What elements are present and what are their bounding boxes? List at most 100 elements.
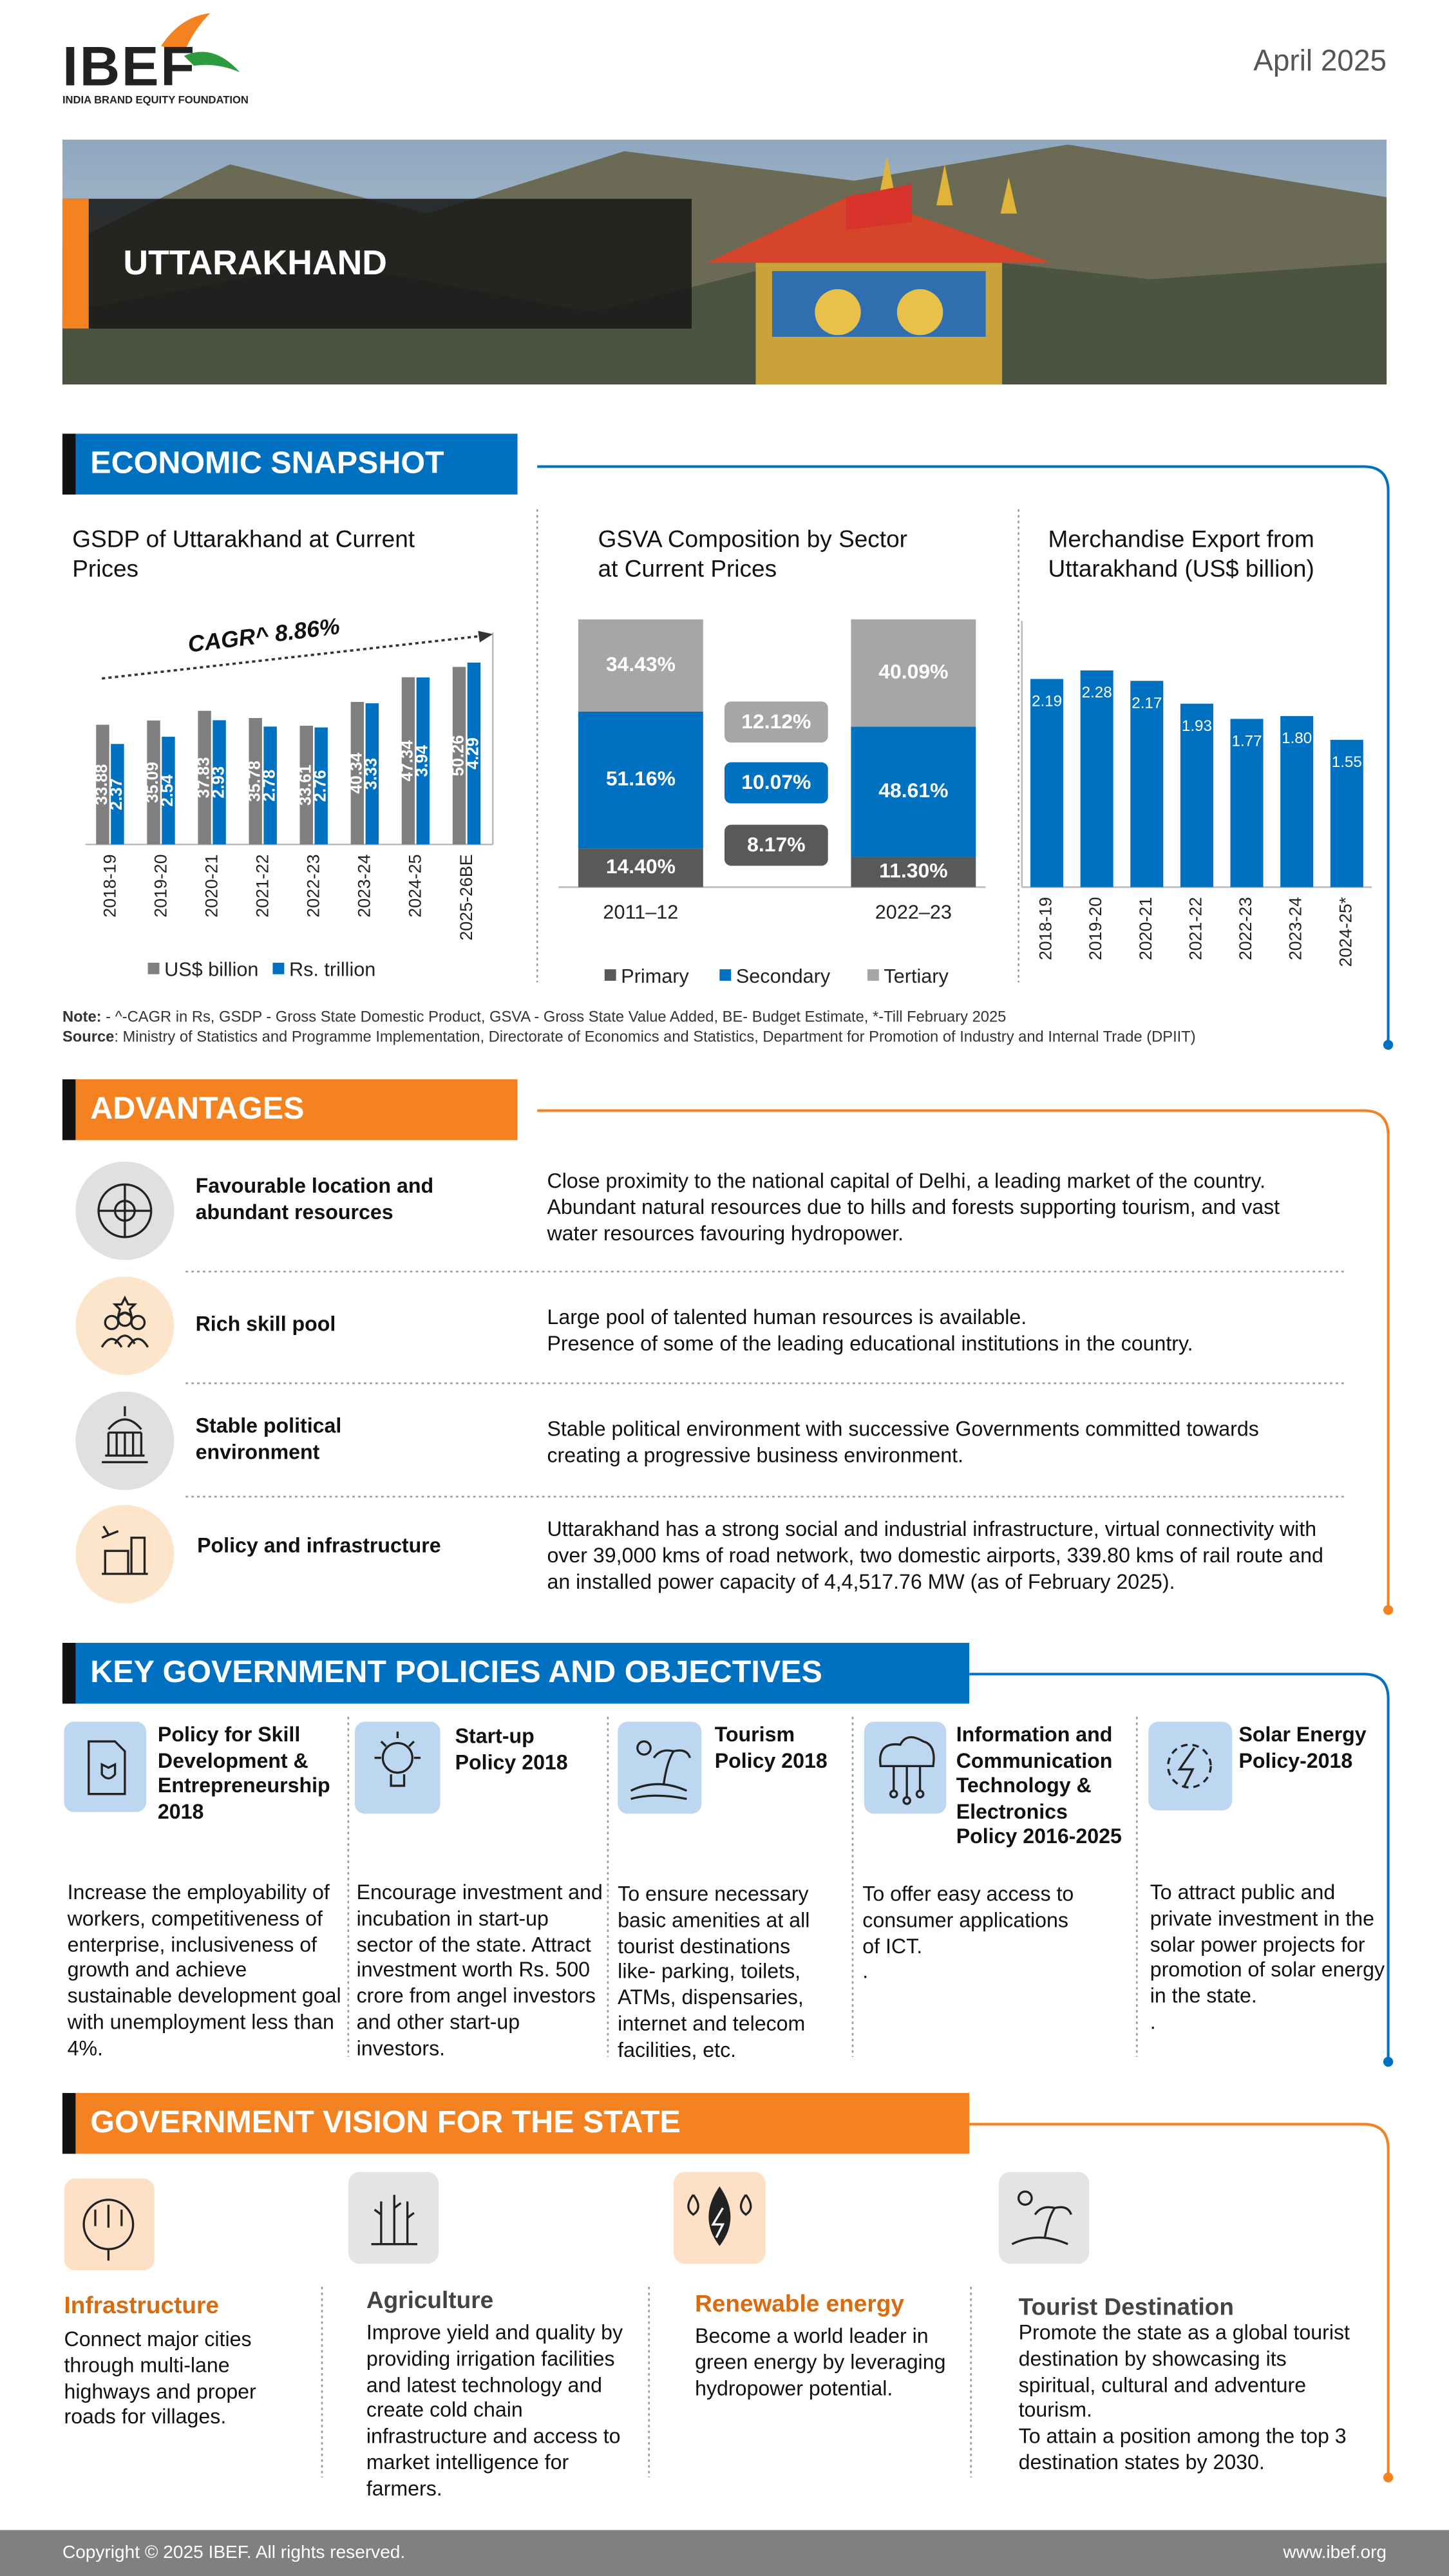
data-label: 35.78 xyxy=(245,761,263,802)
data-label: 3.94 xyxy=(413,744,431,777)
legend-swatch xyxy=(867,969,879,981)
data-label: 50.26 xyxy=(450,735,468,776)
legend-label: US$ billion xyxy=(164,959,258,981)
policy-title: Solar Energy Policy-2018 xyxy=(1238,1723,1367,1772)
data-label: 34.43% xyxy=(606,652,676,676)
bar xyxy=(249,717,262,845)
policy-text: Encourage investment and incubation in s… xyxy=(356,1880,603,2060)
growth-label: 8.17% xyxy=(747,833,805,856)
source: Source: Ministry of Statistics and Progr… xyxy=(62,1028,1393,1048)
bar xyxy=(147,720,160,845)
bar xyxy=(314,727,328,845)
note: Note: - ^-CAGR in Rs, GSDP - Gross State… xyxy=(62,1009,1377,1028)
legend-swatch xyxy=(272,962,285,974)
bar-segment xyxy=(851,619,976,727)
policy-text: To attract public and private investment… xyxy=(1150,1880,1385,2034)
advantage-text: Close proximity to the national capital … xyxy=(547,1170,1280,1245)
x-tick-label: 2018-19 xyxy=(1036,897,1056,960)
bar xyxy=(401,677,415,845)
x-tick-label: 2019-20 xyxy=(1086,897,1105,960)
connector-dot xyxy=(1383,1605,1394,1615)
cagr-arrow xyxy=(101,634,484,680)
data-label: 2.76 xyxy=(311,770,329,802)
annotation: CAGR^ 8.86% xyxy=(186,613,341,658)
x-tick-label: 2025-26BE xyxy=(457,855,476,941)
vision-title: Renewable energy xyxy=(695,2291,904,2318)
policy-icons xyxy=(64,1721,1233,1814)
chart-title: Merchandise Export from Uttarakhand (US$… xyxy=(1048,527,1314,583)
data-label: 2.78 xyxy=(260,770,278,802)
bar xyxy=(111,744,124,845)
policy-text: To ensure necessary basic amenities at a… xyxy=(618,1882,810,2061)
growth-label: 10.07% xyxy=(741,770,811,793)
data-label: 33.88 xyxy=(93,764,111,805)
logo-mark xyxy=(161,13,240,73)
connector-dot xyxy=(1383,2472,1394,2483)
title-accent xyxy=(62,198,89,329)
data-label: 11.30% xyxy=(879,858,947,882)
growth-box xyxy=(724,824,828,866)
advantage-icons xyxy=(75,1161,175,1604)
data-label: 40.34 xyxy=(348,752,366,794)
legend-label: Tertiary xyxy=(884,965,949,987)
data-label: 35.09 xyxy=(144,762,162,803)
data-label: 48.61% xyxy=(878,779,948,802)
section-heading: GOVERNMENT VISION FOR THE STATE xyxy=(62,2093,970,2154)
vision-title: Agriculture xyxy=(366,2288,494,2315)
x-tick-label: 2024-25 xyxy=(406,855,425,918)
separators xyxy=(185,509,1344,2477)
copyright: Copyright © 2025 IBEF. All rights reserv… xyxy=(62,2543,406,2563)
vision-text: Promote the state as a global tourist de… xyxy=(1018,2321,1350,2474)
vision-text: Connect major cities through multi-lane … xyxy=(64,2327,256,2429)
x-tick-label: 2021-22 xyxy=(253,855,272,918)
x-tick-label: 2022–23 xyxy=(875,901,952,923)
data-label: 2.19 xyxy=(1032,692,1062,710)
connector-dot xyxy=(1383,2056,1394,2067)
growth-box xyxy=(724,701,828,743)
x-tick-label: 2020-21 xyxy=(202,855,221,918)
footer-bar xyxy=(0,2530,1449,2576)
bar-segment xyxy=(578,848,703,887)
bar-segment xyxy=(851,857,976,887)
legend-swatch xyxy=(147,962,160,974)
data-label: 2.17 xyxy=(1132,694,1162,712)
data-label: 2.93 xyxy=(209,766,227,799)
bar xyxy=(299,725,313,845)
data-label: 1.80 xyxy=(1282,730,1312,747)
data-label: 1.55 xyxy=(1332,753,1362,771)
page-title: UTTARAKHAND xyxy=(123,245,388,283)
x-tick-label: 2023-24 xyxy=(1286,897,1305,960)
title-box xyxy=(62,198,692,329)
x-tick-label: 2011–12 xyxy=(603,901,678,923)
legend-label: Rs. trillion xyxy=(289,959,375,981)
x-tick-label: 2018-19 xyxy=(100,855,119,918)
website-link[interactable]: www.ibef.org xyxy=(1283,2543,1387,2563)
bar xyxy=(416,677,430,845)
bar xyxy=(1330,739,1363,887)
x-tick-label: 2024-25* xyxy=(1336,897,1355,967)
vision-icons xyxy=(64,2172,1090,2271)
policy-title: Start-up Policy 2018 xyxy=(455,1725,568,1774)
data-label: 3.33 xyxy=(363,758,381,790)
note-text: - ^-CAGR in Rs, GSDP - Gross State Domes… xyxy=(101,1009,1007,1025)
data-label: 4.29 xyxy=(464,737,482,770)
bar xyxy=(1030,679,1064,887)
advantage-title: Rich skill pool xyxy=(195,1312,336,1336)
logo-tagline: INDIA BRAND EQUITY FOUNDATION xyxy=(62,95,249,107)
bar xyxy=(213,720,226,845)
legend-label: Secondary xyxy=(736,965,831,987)
x-tick-label: 2021-22 xyxy=(1186,897,1205,960)
bar xyxy=(1230,719,1264,887)
section-heading: ECONOMIC SNAPSHOT xyxy=(62,433,518,495)
x-tick-label: 2022-23 xyxy=(304,855,323,918)
bar xyxy=(1080,670,1113,887)
x-tick-label: 2019-20 xyxy=(151,855,170,918)
legend-label: Primary xyxy=(621,965,689,987)
policy-title: Information and Communication Technology… xyxy=(956,1723,1122,1848)
note-label: Note: xyxy=(62,1009,102,1025)
legend-swatch xyxy=(604,969,616,981)
data-label: 37.83 xyxy=(194,757,213,799)
banner-image xyxy=(62,139,1387,384)
bar xyxy=(365,703,379,845)
